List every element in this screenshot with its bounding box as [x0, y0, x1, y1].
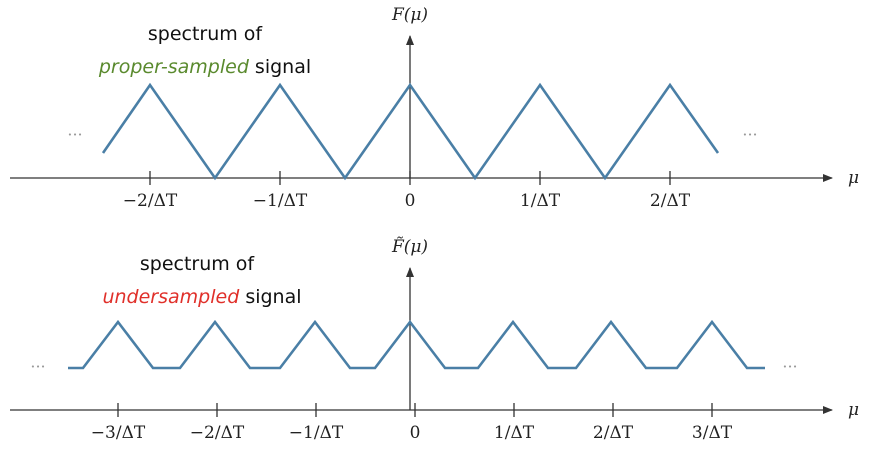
caption: proper-sampled signal [98, 56, 311, 78]
caption-emphasis: proper-sampled [98, 56, 250, 78]
tick-label: −1/ΔT [289, 423, 344, 443]
tick-label: 1/ΔT [520, 191, 561, 211]
tick-label: −2/ΔT [190, 423, 245, 443]
tick-label: −2/ΔT [123, 191, 178, 211]
caption: undersampled signal [102, 286, 301, 308]
bottom-panel: F̃(μ) μ ··· ··· spectrum of undersampled… [10, 237, 859, 443]
tick-label: 2/ΔT [593, 423, 634, 443]
ticks: −2/ΔT −1/ΔT 0 1/ΔT 2/ΔT [123, 171, 691, 211]
ellipsis: ··· [742, 125, 757, 144]
tick-label: 1/ΔT [494, 423, 535, 443]
tick-label: −1/ΔT [253, 191, 308, 211]
spectrum [101, 82, 720, 181]
tick-label: 2/ΔT [650, 191, 691, 211]
tick-label: 0 [405, 191, 416, 211]
tick-label: 0 [410, 423, 421, 443]
tick-label: −3/ΔT [91, 423, 146, 443]
y-label: F̃(μ) [391, 237, 428, 257]
caption-emphasis: undersampled [102, 286, 240, 308]
x-label: μ [848, 400, 859, 420]
caption-rest: signal [245, 286, 301, 308]
caption: spectrum of [140, 253, 256, 275]
tick-label: 3/ΔT [692, 423, 733, 443]
ellipsis: ··· [782, 357, 797, 376]
top-panel: F(μ) μ ··· ··· spectrum of proper-sample… [10, 5, 859, 211]
ellipsis: ··· [67, 125, 82, 144]
caption-rest: signal [255, 56, 311, 78]
spectrum [68, 319, 765, 370]
y-label: F(μ) [391, 5, 428, 25]
ellipsis: ··· [30, 357, 45, 376]
ticks: −3/ΔT −2/ΔT −1/ΔT 0 1/ΔT 2/ΔT 3/ΔT [91, 403, 733, 443]
caption: spectrum of [148, 23, 264, 45]
x-label: μ [848, 168, 859, 188]
